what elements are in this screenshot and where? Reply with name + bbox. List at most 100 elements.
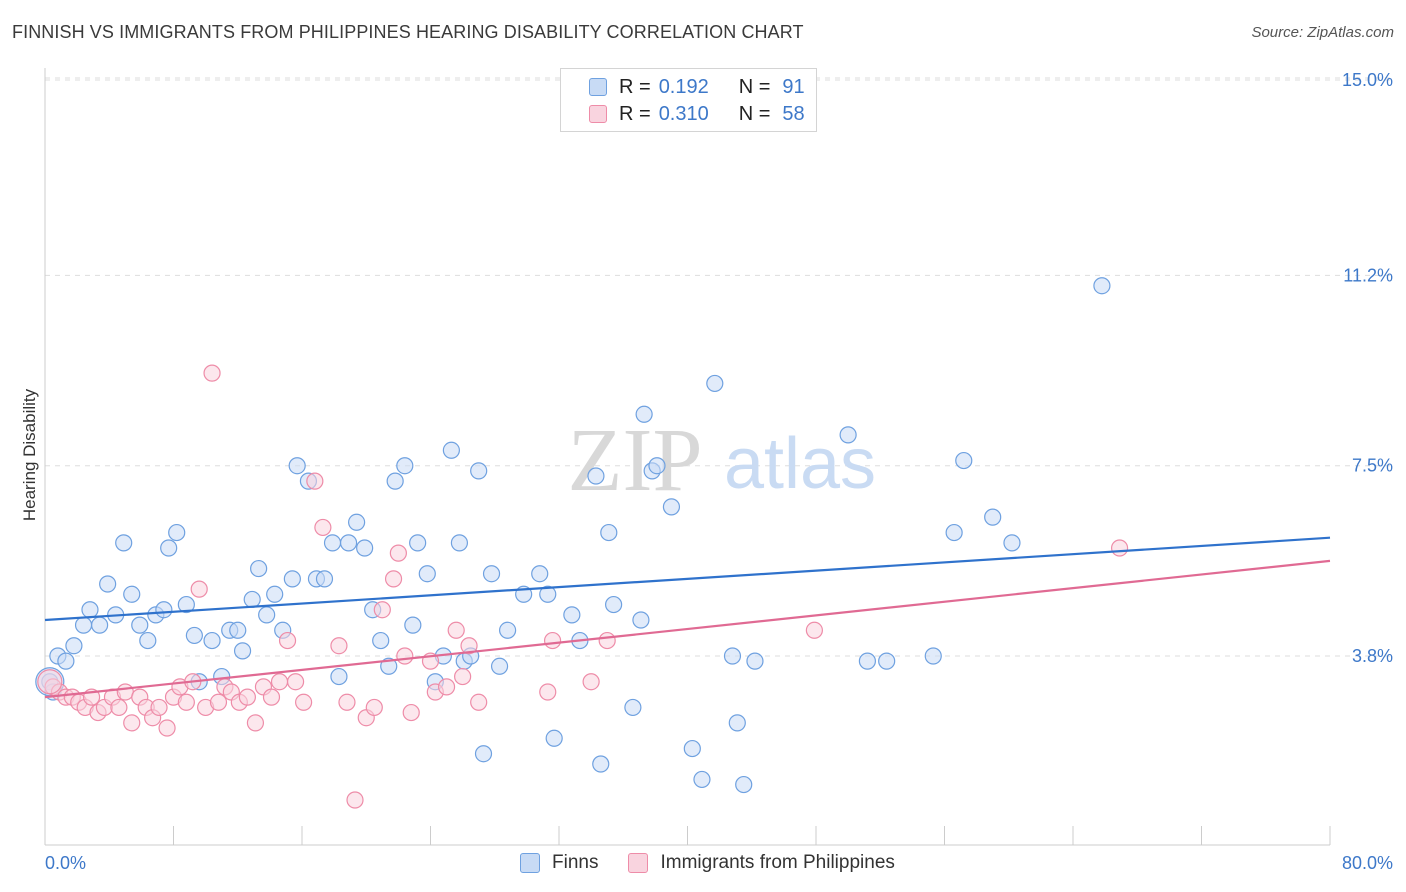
- point-finns: [482, 565, 501, 583]
- point-finns: [539, 585, 557, 603]
- point-finns: [348, 513, 366, 531]
- point-finns: [624, 698, 642, 717]
- point-philippines: [543, 631, 562, 650]
- point-finns: [683, 739, 701, 758]
- point-finns: [160, 539, 178, 557]
- watermark: ZIP atlas: [568, 411, 877, 510]
- point-philippines: [338, 693, 356, 711]
- bottom-legend-swatch-finns: [520, 853, 540, 873]
- legend-row-finns: R = 0.192 N = 91: [589, 75, 805, 99]
- point-philippines: [177, 693, 195, 711]
- point-finns: [490, 657, 509, 675]
- legend-r-label: R =: [619, 75, 651, 98]
- point-finns: [632, 611, 650, 629]
- legend-swatch-finns: [589, 78, 607, 96]
- point-finns: [442, 441, 460, 459]
- point-philippines: [246, 714, 265, 732]
- legend-n-philippines: 58: [782, 102, 805, 125]
- point-finns: [323, 534, 342, 552]
- point-finns: [81, 601, 99, 619]
- point-philippines: [365, 698, 383, 717]
- point-philippines: [116, 683, 134, 701]
- point-finns: [315, 570, 334, 588]
- point-finns: [470, 462, 488, 480]
- point-finns: [474, 745, 493, 763]
- legend-swatch-philippines: [589, 105, 607, 123]
- point-finns: [858, 652, 877, 670]
- point-finns: [380, 657, 398, 675]
- y-tick-label: 3.8%: [1352, 646, 1393, 666]
- point-finns: [418, 565, 436, 583]
- point-philippines: [238, 688, 256, 706]
- point-philippines: [346, 791, 364, 809]
- point-philippines: [190, 580, 208, 598]
- point-finns: [1093, 277, 1111, 295]
- point-finns: [131, 616, 149, 634]
- point-finns: [545, 729, 563, 747]
- point-finns: [139, 631, 157, 650]
- point-finns: [266, 585, 284, 603]
- point-finns: [250, 559, 268, 578]
- series-philippines: [37, 364, 1129, 809]
- point-finns: [728, 714, 746, 732]
- point-philippines: [539, 683, 557, 701]
- x-tick-label-min: 0.0%: [45, 853, 86, 873]
- y-axis-title: Hearing Disability: [20, 388, 39, 521]
- point-philippines: [314, 518, 332, 537]
- point-finns: [600, 523, 618, 542]
- point-finns: [984, 508, 1002, 526]
- point-finns: [339, 534, 358, 552]
- point-philippines: [330, 637, 348, 655]
- point-philippines: [123, 714, 141, 732]
- point-philippines: [460, 637, 478, 655]
- point-philippines: [389, 544, 407, 562]
- point-finns: [409, 534, 427, 552]
- legend-n-label: N =: [738, 75, 771, 98]
- point-finns: [499, 621, 517, 639]
- point-philippines: [805, 621, 823, 639]
- point-finns: [648, 457, 666, 475]
- point-philippines: [384, 570, 403, 588]
- axes: [44, 68, 1331, 846]
- point-finns: [592, 755, 610, 773]
- point-finns: [155, 601, 173, 619]
- point-finns: [243, 590, 261, 609]
- point-finns: [563, 606, 581, 624]
- point-finns: [123, 585, 141, 603]
- point-finns: [706, 374, 724, 393]
- point-philippines: [373, 601, 391, 619]
- point-finns: [288, 457, 306, 475]
- point-philippines: [470, 693, 488, 711]
- point-finns: [531, 565, 549, 583]
- point-finns: [372, 631, 390, 650]
- legend-r-label: R =: [619, 102, 651, 125]
- point-finns: [735, 775, 753, 794]
- point-philippines: [437, 678, 456, 696]
- trend-lines: [44, 536, 1331, 699]
- bottom-legend: Finns Immigrants from Philippines: [520, 852, 925, 874]
- point-finns: [924, 647, 942, 665]
- point-finns: [404, 616, 422, 634]
- y-tick-label: 7.5%: [1352, 456, 1393, 476]
- point-finns: [330, 667, 348, 686]
- point-finns: [283, 570, 301, 588]
- legend: R = 0.192 N = 91 R = 0.310 N = 58: [560, 68, 817, 132]
- point-finns: [177, 595, 195, 614]
- point-philippines: [306, 472, 324, 490]
- point-philippines: [209, 693, 228, 711]
- point-philippines: [270, 673, 289, 691]
- point-philippines: [158, 719, 176, 737]
- point-philippines: [402, 703, 420, 722]
- point-philippines: [1110, 539, 1129, 557]
- y-tick-label: 11.2%: [1343, 265, 1393, 285]
- point-finns: [945, 523, 963, 542]
- point-finns: [587, 467, 605, 485]
- trend-line-philippines: [44, 559, 1331, 699]
- point-finns: [57, 652, 75, 670]
- point-philippines: [110, 698, 128, 717]
- bottom-legend-label-finns: Finns: [552, 852, 599, 873]
- point-philippines: [454, 667, 472, 686]
- point-finns: [258, 606, 276, 624]
- chart-title: FINNISH VS IMMIGRANTS FROM PHILIPPINES H…: [12, 22, 804, 42]
